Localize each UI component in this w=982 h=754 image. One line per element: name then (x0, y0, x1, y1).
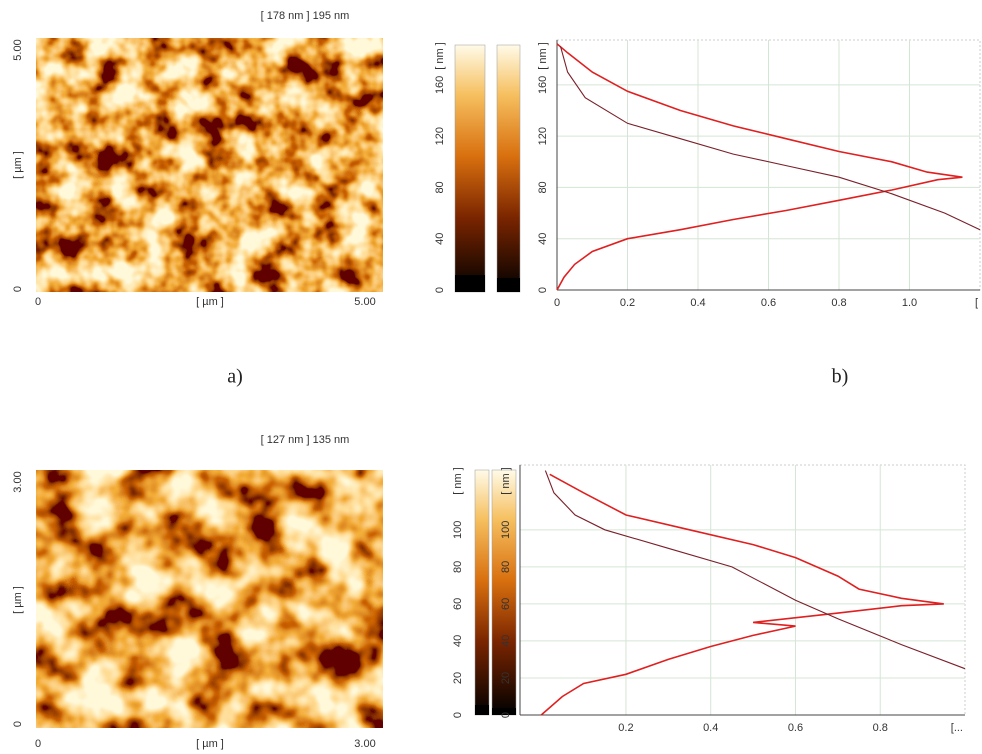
image-x-right: 3.00 (354, 738, 375, 750)
x-tick-label: 0.4 (703, 722, 718, 734)
series-line (540, 473, 944, 716)
afm-image (36, 470, 383, 728)
y-tick-label: 160 (537, 76, 549, 94)
image-x-label: [ µm ] (196, 296, 224, 308)
colorbar-tick-label: 160 (434, 76, 446, 94)
x-tick-label: 0.6 (788, 722, 803, 734)
image-y-bottom: 0 (12, 721, 24, 727)
colorbar-label: [ nm ] (452, 467, 464, 495)
y-tick-label: 80 (500, 561, 512, 573)
series-line (556, 43, 963, 291)
image-x-left: 0 (35, 738, 41, 750)
colorbar-tick-label: 0 (452, 712, 464, 718)
y-tick-label: 40 (537, 233, 549, 245)
x-tick-label: 1.0 (902, 297, 917, 309)
y-tick-label: 100 (500, 521, 512, 539)
colorbar-tick-label: 20 (452, 672, 464, 684)
x-tick-label: 0.8 (831, 297, 846, 309)
colorbar-tick-label: 40 (434, 233, 446, 245)
image-y-top: 5.00 (12, 39, 24, 60)
y-tick-label: 0 (537, 287, 549, 293)
x-tick-label: 0 (554, 297, 560, 309)
y-tick-label: 0 (500, 712, 512, 718)
panel-label: b) (832, 366, 849, 388)
image-title: [ 127 nm ] 135 nm (261, 434, 350, 446)
y-axis-label: [ nm ] (537, 42, 549, 70)
colorbar-tick-label: 0 (434, 287, 446, 293)
y-tick-label: 80 (537, 181, 549, 193)
series-line (559, 46, 981, 231)
y-tick-label: 60 (500, 598, 512, 610)
x-tick-label: 0.2 (620, 297, 635, 309)
colorbar-tick-label: 40 (452, 635, 464, 647)
y-axis-label: [ nm ] (500, 467, 512, 495)
panel-label: a) (227, 366, 243, 388)
image-title: [ 178 nm ] 195 nm (261, 10, 350, 22)
image-y-label: [ µm ] (12, 151, 24, 179)
colorbar-label: [ nm ] (434, 42, 446, 70)
colorbar-tick-label: 120 (434, 127, 446, 145)
colorbar-tick-label: 100 (452, 521, 464, 539)
x-tick-label: 0.2 (618, 722, 633, 734)
plot-area (519, 464, 966, 716)
image-y-label: [ µm ] (12, 586, 24, 614)
x-tick-label: 0.8 (873, 722, 888, 734)
x-axis-label: [... (951, 722, 963, 734)
image-x-left: 0 (35, 296, 41, 308)
series-line (544, 470, 966, 670)
colorbar (474, 469, 517, 716)
colorbar-tick-label: 80 (452, 561, 464, 573)
colorbar (454, 44, 521, 293)
image-x-right: 5.00 (354, 296, 375, 308)
image-y-top: 3.00 (12, 471, 24, 492)
x-tick-label: 0.6 (761, 297, 776, 309)
y-tick-label: 20 (500, 672, 512, 684)
x-axis-label: [ (975, 297, 978, 309)
y-tick-label: 120 (537, 127, 549, 145)
colorbar-tick-label: 80 (434, 181, 446, 193)
x-tick-label: 0.4 (690, 297, 705, 309)
colorbar-tick-label: 60 (452, 598, 464, 610)
image-x-label: [ µm ] (196, 738, 224, 750)
afm-image (36, 38, 383, 292)
image-y-bottom: 0 (12, 286, 24, 292)
y-tick-label: 40 (500, 635, 512, 647)
